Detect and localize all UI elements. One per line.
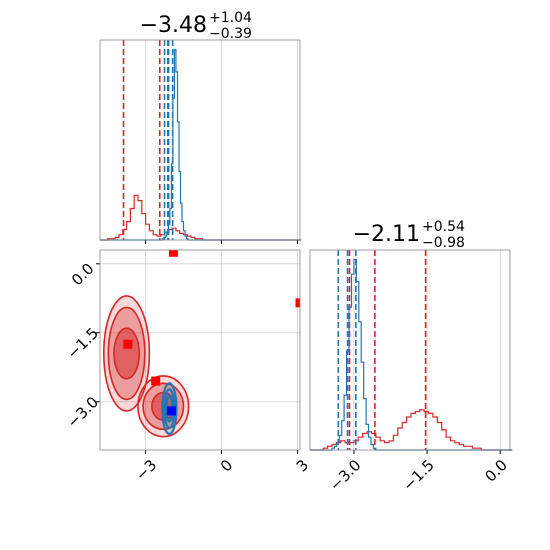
marker-series-0-1: [151, 376, 161, 386]
marginal-y-frame: [309, 249, 511, 451]
title-x-upper: +1.04: [209, 10, 252, 26]
marginal-y-xtick-label-2: 0.0: [481, 456, 511, 486]
joint-panel: −3 0 3 0.0 −1.5 −3.0: [64, 249, 312, 484]
joint-ytick-label-2: −3.0: [64, 393, 102, 431]
joint-plot-area: [100, 250, 300, 450]
marker-series-0-3: [295, 298, 300, 308]
marginal-y-xtick-label-0: −3.0: [326, 456, 364, 494]
joint-ytick-label-0: 0.0: [68, 260, 98, 290]
marginal-y-panel: −2.11 +0.54 −0.98 −3.0 −1.5 0.0: [309, 219, 513, 495]
marker-series-0-2: [168, 250, 178, 257]
joint-frame: [99, 249, 301, 451]
joint-ytick-label-1: −1.5: [64, 324, 102, 362]
joint-xtick-label-0: −3: [132, 456, 160, 484]
joint-xtick-label-1: 0: [217, 456, 236, 475]
marker-series-1-0: [166, 406, 176, 416]
marginal-x-hist-series-0: [100, 194, 302, 241]
marginal-x-panel: −3.48 +1.04 −0.39: [99, 10, 302, 244]
title-y-value: −2.11: [353, 222, 420, 247]
marginal-y-hist-series-1: [310, 258, 513, 451]
marker-series-0-0: [123, 339, 133, 349]
marginal-y-xtick-label-1: −1.5: [399, 456, 437, 494]
contour-series-0-blob-0-level-2: [113, 327, 141, 380]
title-x-lower: −0.39: [209, 26, 252, 42]
title-y-lower: −0.98: [422, 235, 465, 251]
marginal-x-frame: [99, 39, 301, 241]
joint-xtick-label-2: 3: [293, 456, 312, 475]
title-y-upper: +0.54: [422, 219, 465, 235]
title-x-value: −3.48: [140, 13, 207, 38]
marginal-y-hist-series-0: [310, 409, 512, 451]
